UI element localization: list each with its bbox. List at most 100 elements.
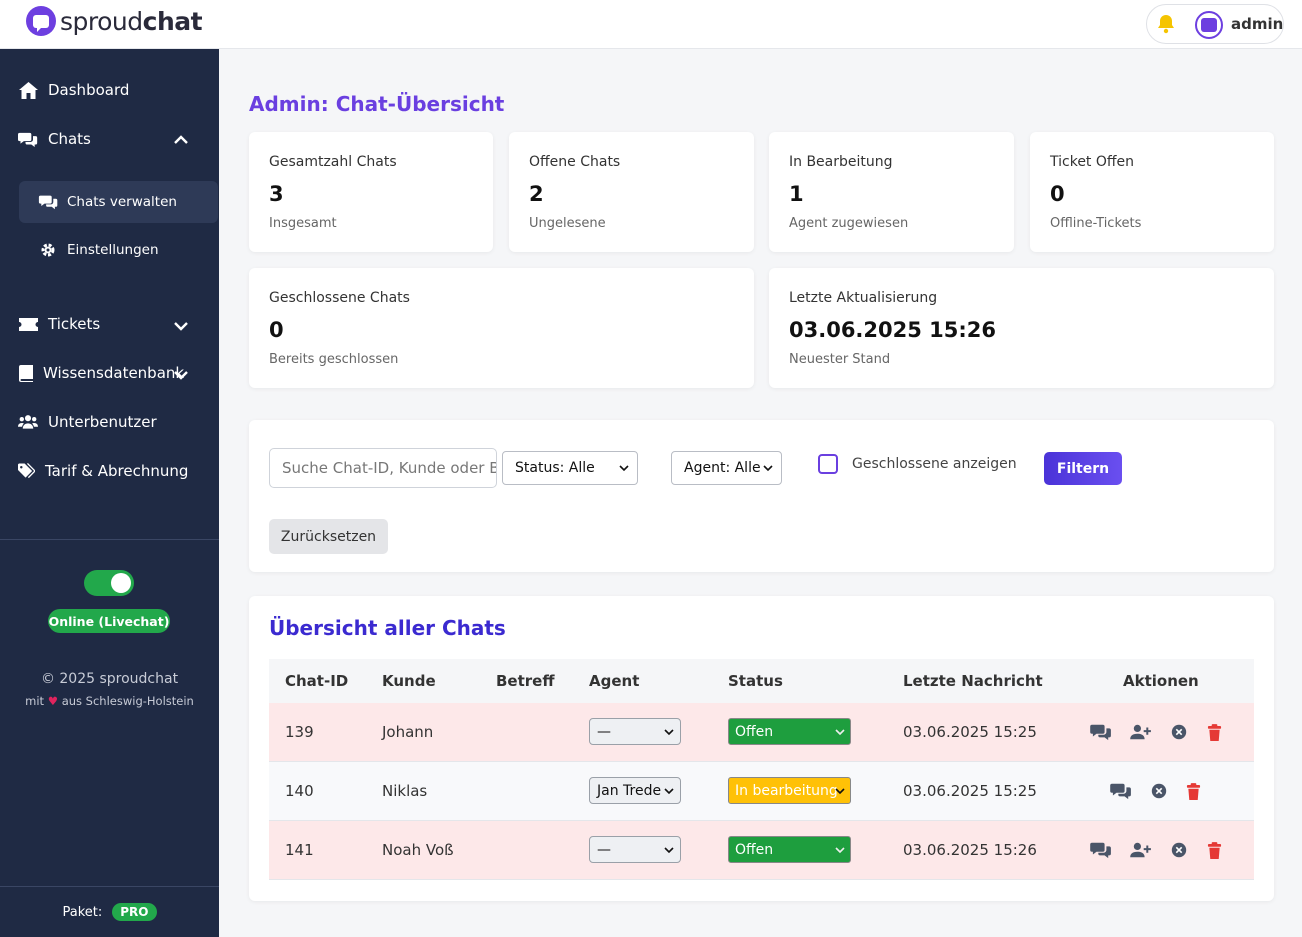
- agent-select[interactable]: —: [589, 718, 681, 745]
- close-icon[interactable]: [1168, 722, 1190, 742]
- stat-sub: Agent zugewiesen: [789, 216, 909, 231]
- stat-card-last-update: Letzte Aktualisierung 03.06.2025 15:26 N…: [769, 268, 1274, 388]
- chevron-down-icon: [619, 463, 629, 473]
- chat-icon[interactable]: [1110, 781, 1132, 801]
- cell-kunde: Niklas: [382, 782, 428, 800]
- made-with-note: mit ♥ aus Schleswig-Holstein: [25, 694, 194, 708]
- column-header: Aktionen: [1123, 672, 1199, 690]
- avatar-icon[interactable]: [1195, 11, 1223, 39]
- column-header: Agent: [589, 672, 640, 690]
- users-icon: [18, 413, 38, 431]
- stat-label: Offene Chats: [529, 154, 621, 170]
- chevron-down-icon: [835, 727, 845, 737]
- user-name[interactable]: admin: [1231, 15, 1284, 33]
- home-icon: [18, 81, 38, 99]
- chevron-down-icon: [664, 786, 674, 796]
- bell-icon[interactable]: [1157, 14, 1175, 34]
- chevron-up-icon[interactable]: [172, 131, 190, 149]
- stat-value: 1: [789, 182, 804, 206]
- search-input[interactable]: Suche Chat-ID, Kunde oder Be: [269, 448, 497, 488]
- cell-last-message: 03.06.2025 15:25: [903, 782, 1037, 800]
- table-title: Übersicht aller Chats: [269, 616, 506, 640]
- chat-icon[interactable]: [1090, 722, 1112, 742]
- cell-chat-id: 140: [285, 782, 314, 800]
- chevron-down-icon: [763, 463, 773, 473]
- gear-icon: [37, 242, 59, 258]
- stat-label: Letzte Aktualisierung: [789, 290, 938, 306]
- page-title: Admin: Chat-Übersicht: [249, 92, 505, 116]
- sidebar-item-dashboard[interactable]: Dashboard: [18, 81, 129, 99]
- sidebar-subitem-einstellungen[interactable]: Einstellungen: [19, 229, 218, 271]
- agent-select[interactable]: Jan Trede: [589, 777, 681, 804]
- sidebar: Dashboard Chats Chats verwalten Einstell…: [0, 49, 219, 937]
- ticket-icon: [18, 315, 38, 333]
- stat-card-open: Offene Chats 2 Ungelesene: [509, 132, 754, 252]
- package-label: Paket:: [62, 904, 103, 920]
- chevron-down-icon[interactable]: [172, 317, 190, 335]
- status-select[interactable]: Offen: [728, 718, 851, 745]
- sidebar-item-label: Unterbenutzer: [48, 413, 157, 431]
- chats-icon: [18, 130, 38, 148]
- stat-card-total: Gesamtzahl Chats 3 Insgesamt: [249, 132, 493, 252]
- show-closed-label[interactable]: Geschlossene anzeigen: [852, 456, 1017, 472]
- close-icon[interactable]: [1168, 840, 1190, 860]
- stat-label: Ticket Offen: [1050, 154, 1135, 170]
- cell-kunde: Noah Voß: [382, 841, 454, 859]
- sidebar-subitem-chats-verwalten[interactable]: Chats verwalten: [19, 181, 218, 223]
- delete-icon[interactable]: [1203, 840, 1225, 860]
- chevron-down-icon: [664, 845, 674, 855]
- user-menu[interactable]: admin: [1146, 4, 1284, 44]
- package-badge: PRO: [112, 903, 157, 921]
- cell-last-message: 03.06.2025 15:26: [903, 841, 1037, 859]
- stat-value: 0: [269, 318, 284, 342]
- chevron-down-icon[interactable]: [172, 366, 190, 384]
- column-header: Kunde: [382, 672, 436, 690]
- assign-user-icon[interactable]: [1130, 722, 1152, 742]
- book-icon: [18, 364, 33, 382]
- status-select[interactable]: Offen: [728, 836, 851, 863]
- table-row: 139 Johann — Offen 03.06.2025 15:25: [269, 703, 1254, 762]
- status-filter-select[interactable]: Status: Alle: [502, 451, 638, 485]
- stat-sub: Insgesamt: [269, 216, 337, 231]
- stat-sub: Ungelesene: [529, 216, 606, 231]
- sidebar-subitem-label: Chats verwalten: [67, 194, 177, 210]
- sidebar-item-label: Chats: [48, 130, 91, 148]
- stat-value: 03.06.2025 15:26: [789, 318, 997, 342]
- stat-sub: Offline-Tickets: [1050, 216, 1142, 231]
- table-header: Chat-ID Kunde Betreff Agent Status Letzt…: [269, 659, 1254, 703]
- assign-user-icon[interactable]: [1130, 840, 1152, 860]
- column-header: Letzte Nachricht: [903, 672, 1043, 690]
- logo[interactable]: sproudchat: [26, 6, 203, 36]
- cell-kunde: Johann: [382, 723, 434, 741]
- logo-text-bold: chat: [142, 6, 203, 36]
- column-header: Status: [728, 672, 783, 690]
- status-select[interactable]: In bearbeitung: [728, 777, 851, 804]
- delete-icon[interactable]: [1182, 781, 1204, 801]
- copyright: © 2025 sproudchat: [40, 671, 179, 687]
- sidebar-subitem-label: Einstellungen: [67, 242, 159, 258]
- show-closed-checkbox[interactable]: [818, 454, 838, 474]
- stat-card-ticket-open: Ticket Offen 0 Offline-Tickets: [1030, 132, 1274, 252]
- reset-button[interactable]: Zurücksetzen: [269, 519, 388, 554]
- stat-value: 0: [1050, 182, 1065, 206]
- sidebar-item-tarif[interactable]: Tarif & Abrechnung: [18, 462, 188, 480]
- stat-label: In Bearbeitung: [789, 154, 893, 170]
- delete-icon[interactable]: [1203, 722, 1225, 742]
- close-icon[interactable]: [1148, 781, 1170, 801]
- chat-icon[interactable]: [1090, 840, 1112, 860]
- stat-sub: Bereits geschlossen: [269, 352, 399, 367]
- sidebar-item-label: Dashboard: [48, 81, 130, 99]
- logo-icon: [26, 6, 56, 36]
- filter-button[interactable]: Filtern: [1044, 452, 1122, 485]
- tags-icon: [18, 462, 35, 480]
- sidebar-item-chats[interactable]: Chats: [18, 130, 91, 148]
- heart-icon: ♥: [47, 694, 59, 708]
- agent-filter-select[interactable]: Agent: Alle: [671, 451, 782, 485]
- sidebar-item-unterbenutzer[interactable]: Unterbenutzer: [18, 413, 157, 431]
- chevron-down-icon: [664, 727, 674, 737]
- sidebar-item-wissensdatenbank[interactable]: Wissensdatenbank: [18, 364, 184, 382]
- online-toggle[interactable]: [84, 570, 134, 596]
- agent-select[interactable]: —: [589, 836, 681, 863]
- table-row: 141 Noah Voß — Offen 03.06.2025 15:26: [269, 821, 1254, 880]
- sidebar-item-tickets[interactable]: Tickets: [18, 315, 100, 333]
